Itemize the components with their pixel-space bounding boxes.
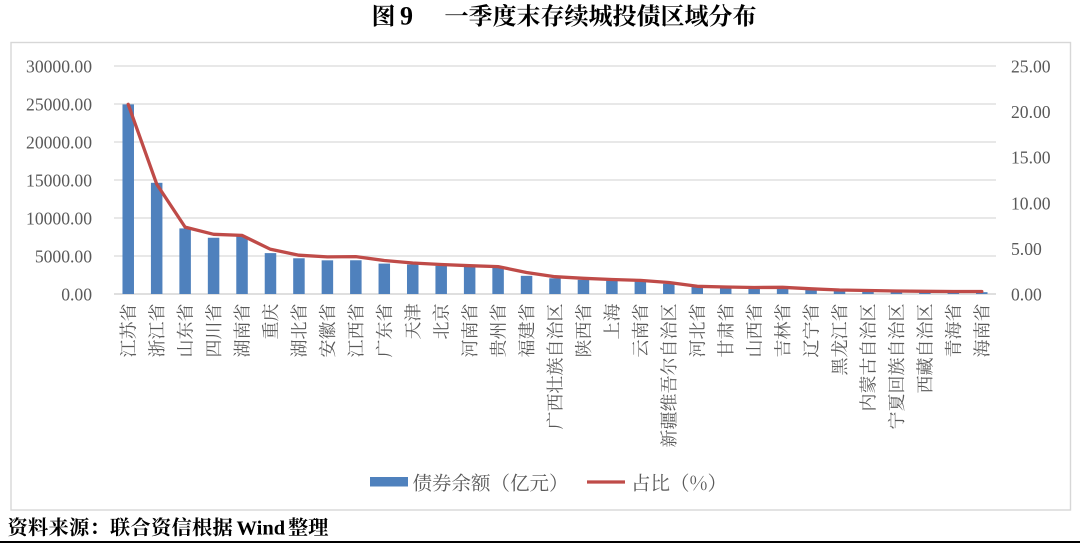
- svg-text:9: 9: [400, 2, 413, 31]
- svg-text:Wind: Wind: [237, 518, 286, 540]
- svg-text:15.00: 15.00: [1011, 148, 1051, 168]
- svg-text:5000.00: 5000.00: [35, 247, 92, 267]
- svg-text:15000.00: 15000.00: [26, 171, 92, 191]
- svg-text:20.00: 20.00: [1011, 102, 1051, 122]
- svg-text:0.00: 0.00: [1011, 285, 1042, 305]
- svg-text:30000.00: 30000.00: [26, 57, 92, 77]
- svg-text:0.00: 0.00: [61, 285, 92, 305]
- svg-text:20000.00: 20000.00: [26, 133, 92, 153]
- svg-text:25000.00: 25000.00: [26, 95, 92, 115]
- svg-text:10000.00: 10000.00: [26, 209, 92, 229]
- svg-text:10.00: 10.00: [1011, 193, 1051, 213]
- svg-text:5.00: 5.00: [1011, 239, 1042, 259]
- svg-text:25.00: 25.00: [1011, 57, 1051, 77]
